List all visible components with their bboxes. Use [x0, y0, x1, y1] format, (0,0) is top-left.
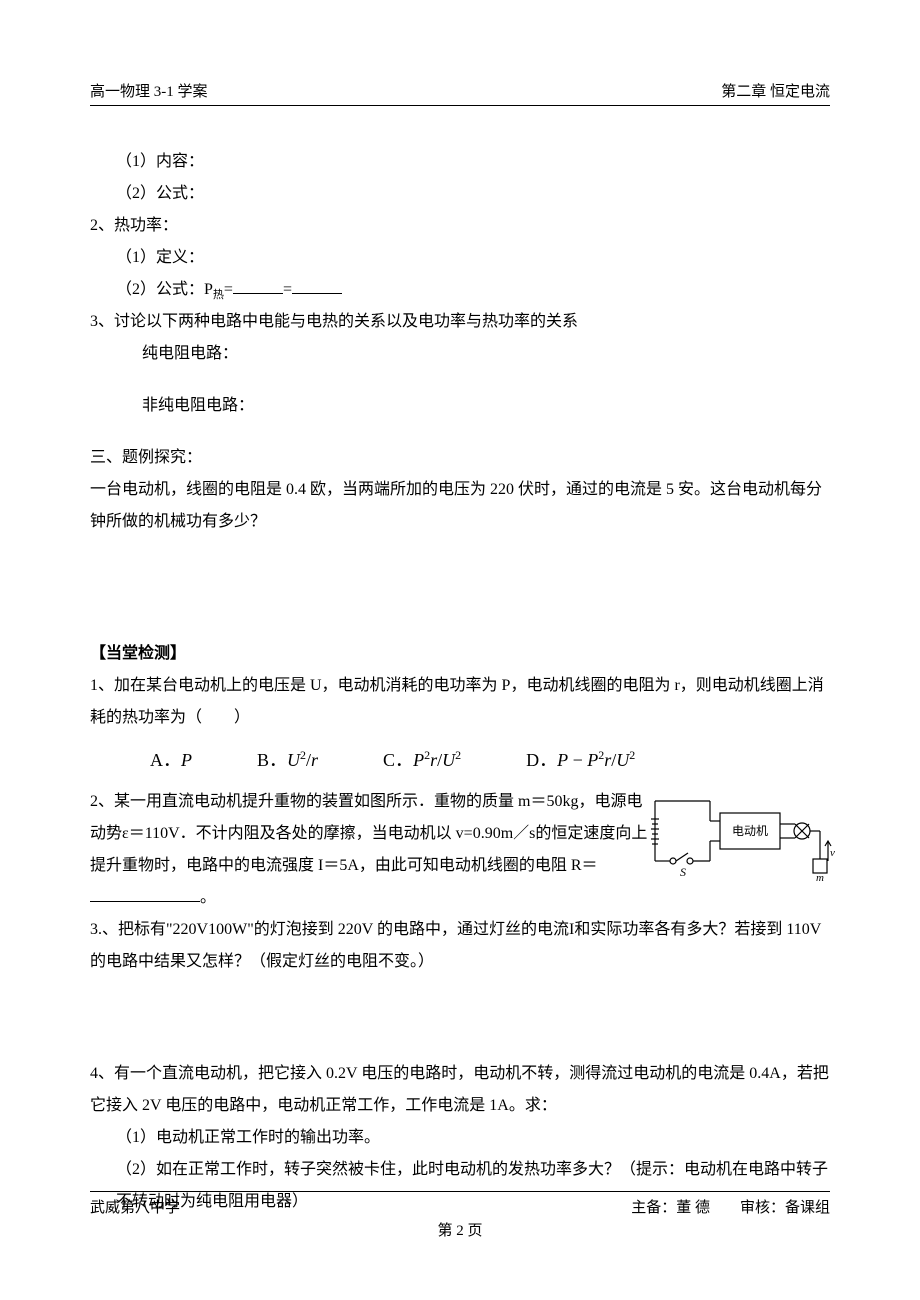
line-content: （1）内容：: [90, 146, 830, 178]
circuit-diagram: 电动机 S m v: [650, 791, 835, 881]
line-nonpure: 非纯电阻电路：: [90, 390, 830, 422]
blank: [292, 276, 342, 294]
option-b: B．U2/r: [257, 742, 318, 778]
q4-1: （1）电动机正常工作时的输出功率。: [90, 1122, 830, 1154]
header-right: 第二章 恒定电流: [721, 80, 830, 101]
q1: 1、加在某台电动机上的电压是 U，电动机消耗的电功率为 P，电动机线圈的电阻为 …: [90, 670, 830, 734]
page-footer: 武威第八中学 主备：董 德 审核：备课组 第 2 页: [90, 1191, 830, 1240]
text: 2、某一用直流电动机提升重物的装置如图所示．重物的质量 m＝50kg，电源电动势…: [90, 793, 647, 874]
header-left: 高一物理 3-1 学案: [90, 80, 208, 101]
opt-label: D．: [526, 750, 557, 770]
q3: 3.、把标有"220V100W"的灯泡接到 220V 的电路中，通过灯丝的电流I…: [90, 914, 830, 978]
q4: 4、有一个直流电动机，把它接入 0.2V 电压的电路时，电动机不转，测得流过电动…: [90, 1058, 830, 1122]
q2-wrapper: 2、某一用直流电动机提升重物的装置如图所示．重物的质量 m＝50kg，电源电动势…: [90, 786, 830, 914]
opt-label: B．: [257, 750, 287, 770]
q2-text: 2、某一用直流电动机提升重物的装置如图所示．重物的质量 m＝50kg，电源电动势…: [90, 786, 650, 914]
line-formula2: （2）公式：P热==: [90, 274, 830, 306]
example-body: 一台电动机，线圈的电阻是 0.4 欧，当两端所加的电压为 220 伏时，通过的电…: [90, 474, 830, 538]
q2-body: 2、某一用直流电动机提升重物的装置如图所示．重物的质量 m＝50kg，电源电动势…: [90, 786, 650, 914]
line-def: （1）定义：: [90, 242, 830, 274]
text: =: [224, 281, 233, 298]
opt-label: C．: [383, 750, 413, 770]
page-header: 高一物理 3-1 学案 第二章 恒定电流: [90, 80, 830, 106]
line-pure: 纯电阻电路：: [90, 338, 830, 370]
section-title: 三、题例探究：: [90, 442, 830, 474]
option-a: A．P: [150, 742, 192, 778]
motor-label: 电动机: [732, 824, 768, 838]
subscript: 热: [213, 289, 224, 301]
footer-page: 第 2 页: [90, 1219, 830, 1240]
opt-label: A．: [150, 750, 181, 770]
options-row: A．P B．U2/r C．P2r/U2 D．P − P2r/U2: [90, 742, 830, 778]
text: =: [283, 281, 292, 298]
option-c: C．P2r/U2: [383, 742, 461, 778]
option-d: D．P − P2r/U2: [526, 742, 635, 778]
line-heatpower: 2、热功率：: [90, 210, 830, 242]
velocity-label: v: [830, 847, 835, 859]
blank: [90, 885, 200, 903]
line-discuss: 3、讨论以下两种电路中电能与电热的关系以及电功率与热功率的关系: [90, 306, 830, 338]
content: （1）内容： （2）公式： 2、热功率： （1）定义： （2）公式：P热== 3…: [90, 146, 830, 1218]
footer-left: 武威第八中学: [90, 1196, 180, 1217]
mass-label: m: [816, 872, 824, 881]
test-title: 【当堂检测】: [90, 638, 830, 670]
opt-value: P: [181, 750, 192, 770]
blank: [233, 276, 283, 294]
footer-line: 武威第八中学 主备：董 德 审核：备课组: [90, 1191, 830, 1217]
line-formula: （2）公式：: [90, 178, 830, 210]
text: （2）公式：P: [116, 281, 213, 298]
text: 。: [200, 889, 216, 906]
footer-right: 主备：董 德 审核：备课组: [631, 1196, 830, 1217]
switch-label: S: [680, 865, 686, 879]
